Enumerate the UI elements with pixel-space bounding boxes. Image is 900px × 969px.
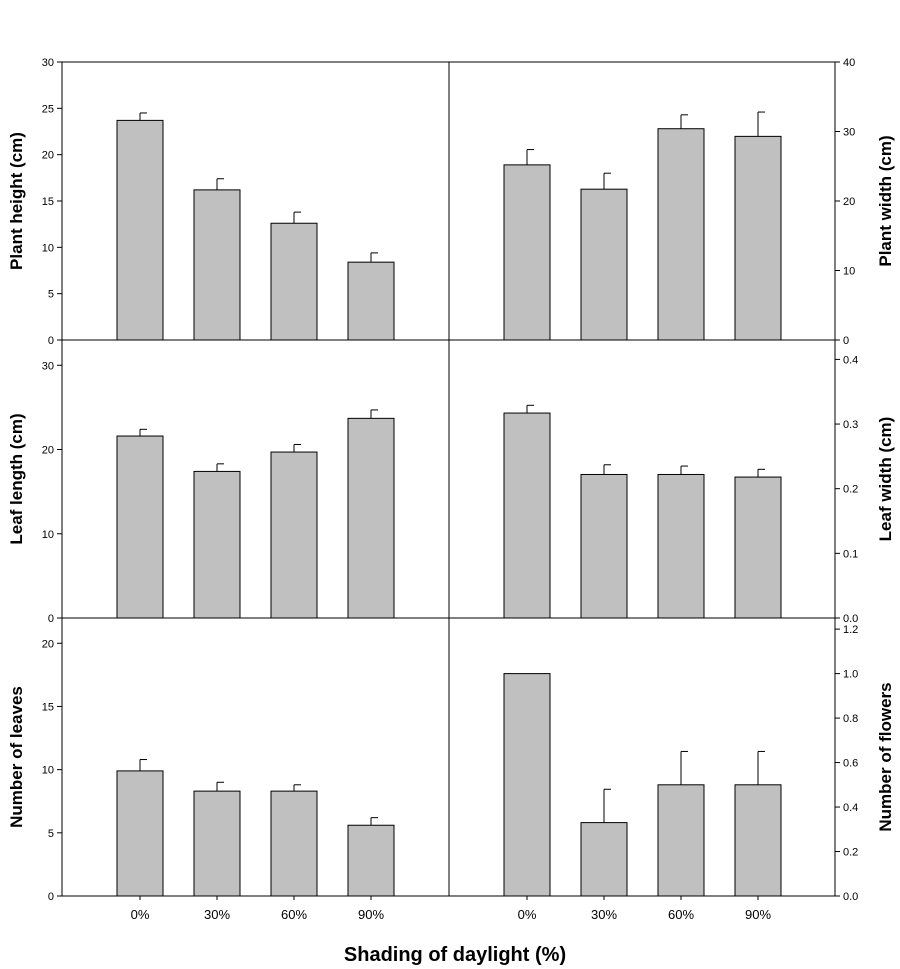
bar xyxy=(580,473,628,619)
y-axis-label: Leaf length (cm) xyxy=(7,413,26,544)
x-tick-label: 60% xyxy=(668,907,694,922)
x-axis-title: Shading of daylight (%) xyxy=(344,944,566,966)
y-tick-label: 20 xyxy=(42,638,54,650)
y-tick-label: 10 xyxy=(843,266,855,278)
panel-mid-left: 0 10 20 30 Leaf length (cm) xyxy=(7,360,395,625)
bar xyxy=(116,435,164,619)
panel-top-left: 0 5 10 15 20 25 30 Plant height (cm) xyxy=(7,57,395,347)
y-tick-label: 15 xyxy=(42,196,54,208)
y-tick-label: 0 xyxy=(48,891,54,903)
bar xyxy=(270,451,318,619)
bar xyxy=(193,470,241,619)
y-axis-label: Plant width (cm) xyxy=(876,135,895,266)
bar xyxy=(193,189,241,341)
y-tick-label: 10 xyxy=(42,529,54,541)
bar xyxy=(116,119,164,341)
bar xyxy=(580,822,628,897)
bar xyxy=(270,790,318,897)
y-axis-label: Number of leaves xyxy=(7,686,26,828)
x-tick-label: 60% xyxy=(281,907,307,922)
y-tick-label: 0.4 xyxy=(843,802,858,814)
y-tick-label: 0.1 xyxy=(843,548,858,560)
panel-bottom-left: 0 5 10 15 20 Number of leaves 0% 30% 60% 90% xyxy=(7,638,395,922)
bar xyxy=(503,164,551,341)
y-tick-label: 25 xyxy=(42,103,54,115)
y-tick-label: 15 xyxy=(42,701,54,713)
panel-top-right: 0 10 20 30 40 Plant width (cm) xyxy=(503,57,895,347)
x-tick-label: 30% xyxy=(204,907,230,922)
y-tick-label: 0 xyxy=(48,613,54,625)
bar xyxy=(503,412,551,619)
y-tick-label: 20 xyxy=(42,445,54,457)
y-tick-label: 0.6 xyxy=(843,758,858,770)
y-axis-label: Leaf width (cm) xyxy=(876,417,895,542)
bar xyxy=(503,673,551,897)
y-tick-label: 30 xyxy=(42,57,54,69)
y-tick-label: 5 xyxy=(48,289,54,301)
x-tick-label: 0% xyxy=(131,907,150,922)
x-tick-label: 90% xyxy=(358,907,384,922)
bar xyxy=(347,261,395,341)
y-tick-label: 0.3 xyxy=(843,419,858,431)
bar xyxy=(657,784,705,897)
bar xyxy=(116,770,164,897)
panel-mid-right: 0.0 0.1 0.2 0.3 0.4 Leaf width (cm) xyxy=(503,354,895,625)
panel-bottom-right: 0.0 0.2 0.4 0.6 0.8 1.0 1.2 Number of flowers 0%… xyxy=(503,624,895,922)
y-tick-label: 0 xyxy=(843,335,849,347)
y-tick-label: 0.4 xyxy=(843,354,858,366)
y-tick-label: 20 xyxy=(843,196,855,208)
y-tick-label: 1.2 xyxy=(843,624,858,636)
x-tick-label: 90% xyxy=(745,907,771,922)
bar xyxy=(193,790,241,897)
y-tick-label: 0.8 xyxy=(843,713,858,725)
bar xyxy=(657,128,705,341)
y-tick-label: 0.2 xyxy=(843,484,858,496)
y-axis-label: Number of flowers xyxy=(876,682,895,831)
y-tick-label: 0 xyxy=(48,335,54,347)
bar xyxy=(347,824,395,897)
y-tick-label: 30 xyxy=(843,127,855,139)
x-tick-label: 0% xyxy=(518,907,537,922)
y-tick-label: 10 xyxy=(42,242,54,254)
y-tick-label: 0.0 xyxy=(843,613,858,625)
bar xyxy=(734,476,782,619)
y-tick-label: 30 xyxy=(42,360,54,372)
x-tick-label: 30% xyxy=(591,907,617,922)
y-tick-label: 10 xyxy=(42,765,54,777)
y-tick-label: 20 xyxy=(42,150,54,162)
bar xyxy=(734,784,782,897)
bar xyxy=(347,417,395,619)
y-axis-label: Plant height (cm) xyxy=(7,132,26,270)
y-tick-label: 0.0 xyxy=(843,891,858,903)
bar xyxy=(270,222,318,341)
y-tick-label: 1.0 xyxy=(843,669,858,681)
y-tick-label: 0.2 xyxy=(843,847,858,859)
y-tick-label: 5 xyxy=(48,828,54,840)
y-tick-label: 40 xyxy=(843,57,855,69)
bar xyxy=(580,188,628,341)
bar xyxy=(657,473,705,619)
bar xyxy=(734,135,782,341)
